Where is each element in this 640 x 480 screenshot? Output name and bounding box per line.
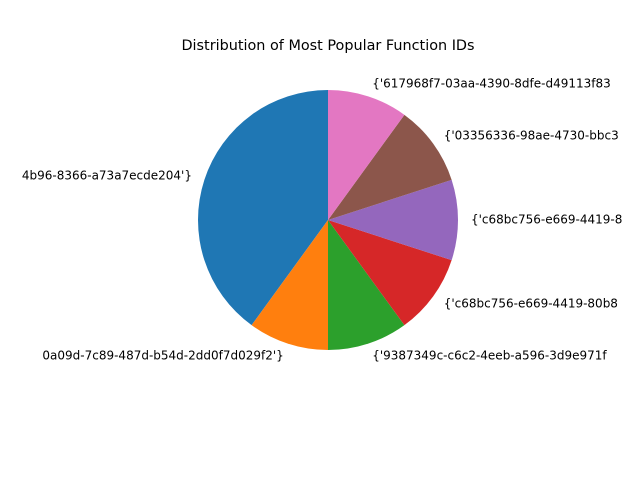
pie-slice-label-1: 4b96-8366-a73a7ecde204'} — [22, 168, 192, 182]
pie-slice-5 — [328, 179, 459, 261]
pie-slice-2 — [251, 220, 328, 350]
pie-slice-7 — [328, 90, 405, 220]
pie-slice-label-2: 0a09d-7c89-487d-b54d-2dd0f7d029f2'} — [42, 349, 283, 363]
pie-slice-label-5: {'c68bc756-e669-4419-8 — [471, 213, 622, 227]
pie-slice-label-4: {'c68bc756-e669-4419-80b8 — [444, 297, 618, 311]
pie-slice-label-7: {'617968f7-03aa-4390-8dfe-d49113f83 — [372, 77, 611, 91]
pie-slice-3 — [328, 220, 405, 350]
pie-slice-labels: 4b96-8366-a73a7ecde204'} 0a09d-7c89-487d-… — [22, 77, 623, 363]
pie-slices — [198, 90, 459, 350]
pie-slice-label-6: {'03356336-98ae-4730-bbc3 — [444, 128, 619, 142]
chart-title: Distribution of Most Popular Function ID… — [181, 38, 474, 54]
pie-slice-1 — [198, 90, 328, 326]
pie-slice-6 — [328, 114, 452, 220]
pie-slice-label-3: {'9387349c-c6c2-4eeb-a596-3d9e971f — [372, 349, 607, 363]
pie-slice-4 — [328, 220, 452, 326]
